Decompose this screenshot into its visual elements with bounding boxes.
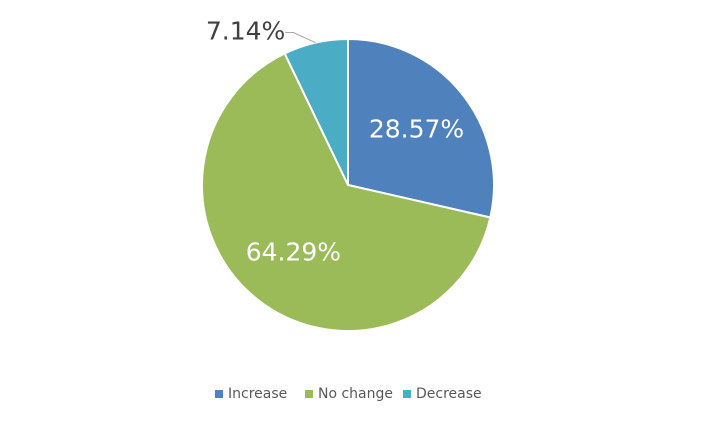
legend-label: Increase [228,386,287,402]
pie-slice [347,37,495,219]
legend-label: Decrease [416,386,482,402]
leader-line [285,32,316,44]
data-label: 64.29% [246,237,341,266]
legend-swatch [403,390,411,398]
pie-slice [283,37,349,186]
pie-slice [201,52,492,332]
legend-label: No change [318,386,393,402]
legend-swatch [305,390,313,398]
data-label: 7.14% [206,17,285,46]
data-label: 28.57% [369,114,464,143]
legend-swatch [215,390,223,398]
